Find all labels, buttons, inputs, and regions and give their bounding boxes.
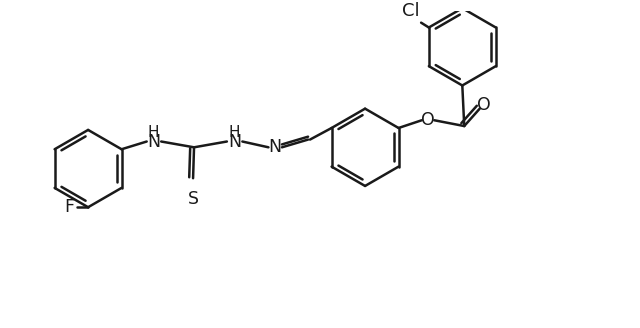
Text: N: N (228, 133, 241, 151)
Text: O: O (477, 96, 490, 114)
Text: Cl: Cl (401, 2, 419, 20)
Text: N: N (269, 138, 282, 156)
Text: F: F (65, 198, 75, 216)
Text: H: H (229, 125, 241, 140)
Text: S: S (188, 190, 198, 208)
Text: H: H (148, 125, 159, 140)
Text: O: O (420, 111, 435, 129)
Text: N: N (147, 133, 160, 151)
